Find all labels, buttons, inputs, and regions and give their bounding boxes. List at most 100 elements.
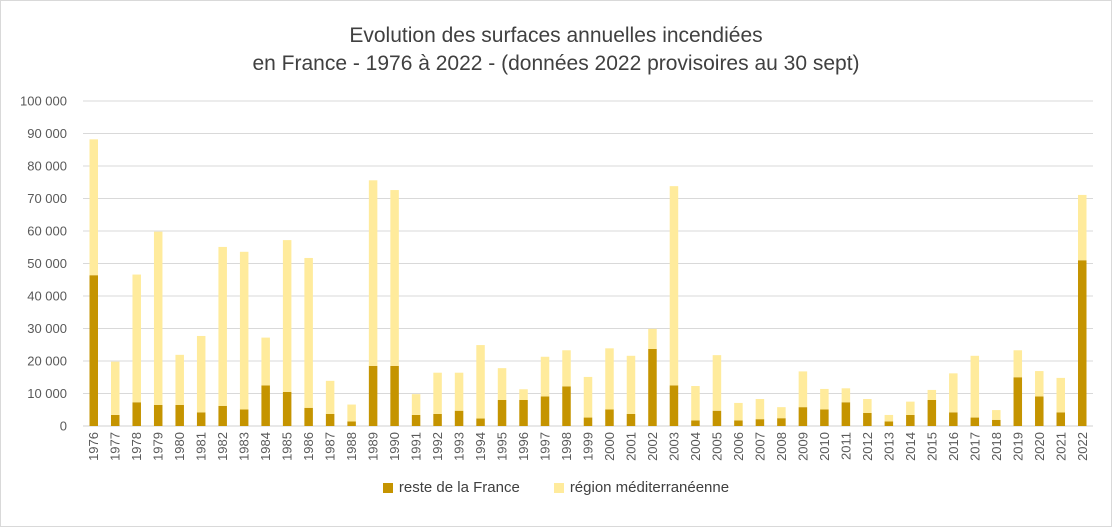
x-tick-label: 1976 [86, 432, 101, 461]
x-tick-label: 1983 [237, 432, 252, 461]
x-tick-label: 1988 [344, 432, 359, 461]
bar-mediterranee-2010 [820, 388, 829, 410]
legend-swatch-reste [382, 482, 393, 493]
bar-mediterranee-1985 [282, 240, 292, 392]
bar-reste-2015 [927, 400, 937, 426]
bar-reste-1977 [110, 414, 120, 426]
bar-mediterranee-1980 [175, 354, 184, 405]
x-tick-label: 2022 [1075, 432, 1090, 461]
bar-reste-1989 [368, 365, 378, 426]
bar-reste-2020 [1035, 396, 1044, 426]
x-tick-label: 2007 [752, 432, 767, 461]
bar-mediterranee-2018 [992, 410, 1001, 420]
x-tick-label: 2021 [1053, 432, 1068, 461]
x-tick-label: 1998 [559, 432, 574, 461]
y-tick-label: 70 000 [27, 191, 67, 206]
bar-mediterranee-1981 [196, 335, 206, 413]
x-tick-label: 1986 [301, 432, 316, 461]
bar-reste-2022 [1078, 260, 1087, 426]
bar-mediterranee-2015 [927, 389, 937, 400]
x-tick-label: 2015 [924, 432, 939, 461]
x-tick-label: 1990 [387, 432, 402, 461]
legend: reste de la France région méditerranéenn… [0, 479, 1112, 496]
x-tick-label: 2014 [903, 432, 918, 461]
y-tick-label: 0 [60, 419, 67, 434]
bar-reste-2007 [755, 419, 765, 426]
x-tick-label: 2010 [817, 432, 832, 461]
bar-mediterranee-2011 [841, 388, 851, 403]
bar-reste-2012 [863, 413, 872, 426]
x-tick-label: 1997 [538, 432, 553, 461]
legend-label-reste: reste de la France [398, 479, 520, 496]
x-tick-label: 2020 [1032, 432, 1047, 461]
x-tick-label: 1980 [172, 432, 187, 461]
y-tick-label: 90 000 [27, 126, 67, 141]
bar-mediterranee-2017 [970, 355, 980, 418]
bar-mediterranee-1982 [218, 246, 227, 406]
bar-mediterranee-1999 [583, 376, 593, 418]
bar-mediterranee-2001 [626, 355, 636, 414]
bar-reste-1995 [497, 400, 507, 426]
x-tick-label: 2002 [645, 432, 660, 461]
bar-mediterranee-2003 [669, 186, 679, 386]
bar-mediterranee-2012 [863, 399, 872, 413]
bar-reste-2000 [605, 409, 614, 426]
bar-reste-2018 [992, 419, 1001, 426]
x-tick-label: 2005 [709, 432, 724, 461]
x-tick-label: 1985 [280, 432, 295, 461]
x-tick-label: 1977 [108, 432, 123, 461]
bar-mediterranee-2008 [777, 407, 786, 419]
bar-reste-1998 [562, 386, 571, 426]
x-tick-label: 2011 [838, 432, 853, 460]
bar-mediterranee-1996 [519, 389, 528, 400]
chart-subtitle: en France - 1976 à 2022 - (données 2022 … [252, 52, 860, 75]
x-tick-label: 1987 [323, 432, 338, 461]
bar-reste-2006 [734, 420, 743, 426]
bar-mediterranee-1992 [433, 372, 442, 414]
bar-mediterranee-2021 [1056, 377, 1066, 413]
x-tick-label: 1995 [495, 432, 510, 461]
bar-reste-2019 [1013, 377, 1023, 426]
bar-reste-2017 [970, 417, 980, 426]
y-tick-label: 20 000 [27, 354, 67, 369]
bar-mediterranee-2000 [605, 348, 614, 410]
x-tick-label: 1993 [452, 432, 467, 461]
bar-reste-2005 [712, 410, 722, 426]
x-tick-label: 1991 [409, 432, 424, 461]
chart-title: Evolution des surfaces annuelles incendi… [349, 24, 763, 47]
bar-mediterranee-1990 [390, 190, 399, 366]
bar-mediterranee-1995 [497, 368, 507, 400]
bar-reste-1976 [89, 275, 98, 426]
x-tick-label: 1989 [366, 432, 381, 461]
bar-reste-2016 [949, 412, 958, 426]
bar-reste-2003 [669, 385, 679, 426]
bar-reste-2001 [626, 413, 636, 426]
x-tick-label: 2009 [795, 432, 810, 461]
bar-reste-1988 [347, 421, 356, 426]
y-tick-label: 100 000 [20, 94, 67, 109]
bar-mediterranee-1997 [540, 356, 550, 397]
x-tick-label: 2008 [774, 432, 789, 461]
bar-reste-2013 [884, 421, 894, 426]
bar-reste-1987 [325, 413, 335, 426]
bar-mediterranee-1994 [476, 345, 485, 419]
x-tick-label: 1994 [473, 432, 488, 461]
bar-reste-1996 [519, 400, 528, 426]
bar-mediterranee-1993 [454, 372, 464, 411]
x-tick-label: 2017 [967, 432, 982, 461]
legend-label-mediterranee: région méditerranéenne [569, 479, 730, 496]
x-tick-label: 2000 [602, 432, 617, 461]
x-tick-label: 1979 [151, 432, 166, 461]
bar-mediterranee-2014 [906, 401, 915, 415]
x-tick-label: 2013 [881, 432, 896, 461]
bar-mediterranee-2007 [755, 399, 765, 420]
bar-mediterranee-2004 [691, 386, 700, 421]
y-tick-label: 50 000 [27, 256, 67, 271]
y-tick-label: 30 000 [27, 321, 67, 336]
bar-reste-2010 [820, 409, 829, 426]
x-tick-label: 1996 [516, 432, 531, 461]
x-tick-label: 1992 [430, 432, 445, 461]
bar-mediterranee-2002 [648, 328, 657, 349]
bar-reste-1979 [153, 404, 163, 426]
bar-reste-1986 [304, 407, 313, 426]
